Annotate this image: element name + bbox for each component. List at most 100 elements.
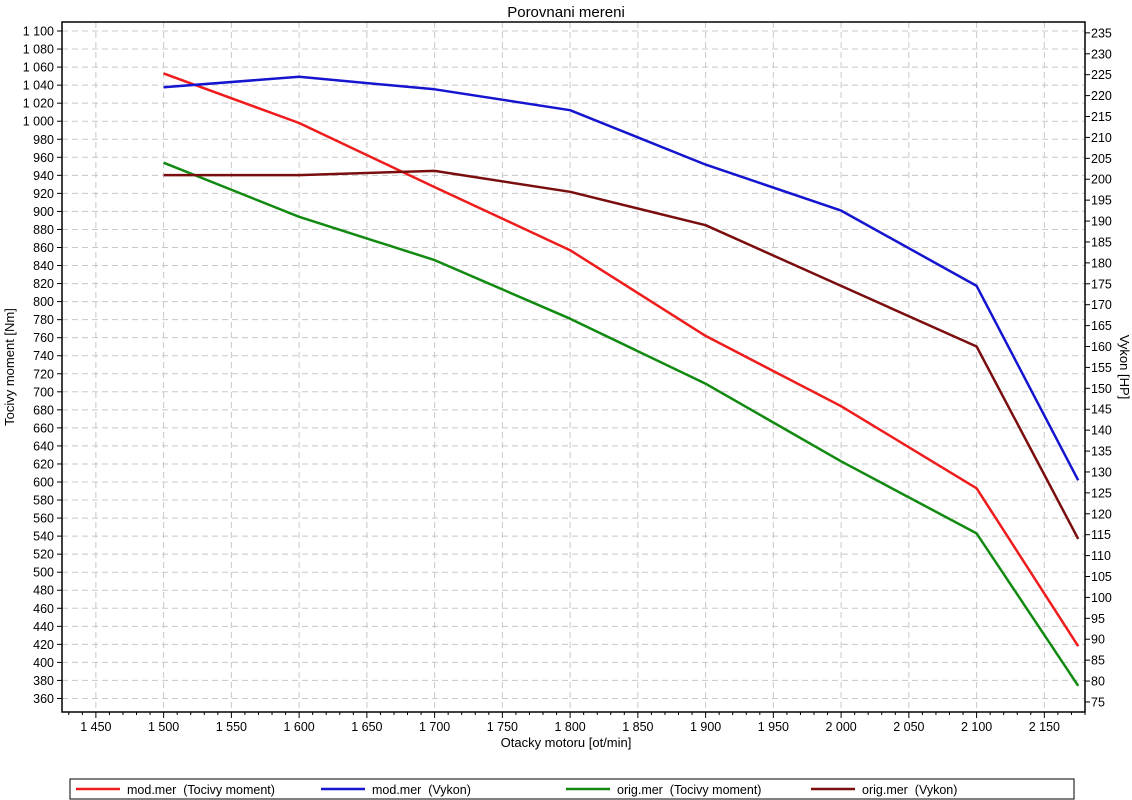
- y-right-tick-label: 160: [1091, 340, 1112, 354]
- y-left-tick-label: 800: [33, 295, 54, 309]
- y-right-tick-label: 90: [1091, 633, 1105, 647]
- y-right-tick-label: 95: [1091, 612, 1105, 626]
- x-axis-title: Otacky motoru [ot/min]: [501, 735, 632, 750]
- y-left-tick-label: 1 080: [23, 43, 54, 57]
- series-lines: [163, 72, 1080, 687]
- y-left-tick-label: 680: [33, 403, 54, 417]
- y-left-tick-label: 900: [33, 205, 54, 219]
- y-left-tick-label: 740: [33, 349, 54, 363]
- x-tick-label: 2 100: [961, 720, 992, 734]
- chart-title: Porovnani mereni: [507, 4, 625, 21]
- y-right-tick-label: 140: [1091, 424, 1112, 438]
- y-right-tick-label: 115: [1091, 528, 1111, 542]
- y-left-tick-label: 780: [33, 313, 54, 327]
- y-left-tick-label: 640: [33, 439, 54, 453]
- y-axis-left-title: Tocivy moment [Nm]: [2, 308, 17, 426]
- y-right-tick-label: 135: [1091, 445, 1112, 459]
- y-left-tick-label: 960: [33, 151, 54, 165]
- y-left-tick-label: 700: [33, 385, 54, 399]
- y-left-tick-label: 720: [33, 367, 54, 381]
- y-left-tick-label: 1 000: [23, 115, 54, 129]
- y-right-tick-label: 100: [1091, 591, 1112, 605]
- y-left-tick-label: 920: [33, 187, 54, 201]
- y-right-tick-label: 105: [1091, 570, 1112, 584]
- x-tick-label: 1 850: [622, 720, 653, 734]
- series-line-orig-mer-power: [163, 169, 1080, 540]
- x-tick-label: 1 600: [283, 720, 314, 734]
- y-left-tick-label: 820: [33, 277, 54, 291]
- y-left-tick-label: 600: [33, 476, 54, 490]
- legend-label-mod-mer-power: mod.mer (Vykon): [372, 783, 471, 797]
- y-right-tick-label: 210: [1091, 131, 1112, 145]
- legend-label-orig-mer-torque: orig.mer (Tocivy moment): [617, 783, 761, 797]
- x-tick-label: 1 800: [554, 720, 585, 734]
- x-tick-label: 1 700: [419, 720, 450, 734]
- y-axis-left: 360 380 400 420 440 460 480 500 520 540 560 580 600 6…: [23, 25, 62, 706]
- y-left-tick-label: 620: [33, 457, 54, 471]
- series-line-mod-mer-torque: [163, 72, 1080, 647]
- y-axis-right-title: Vykon [HP]: [1117, 335, 1132, 400]
- y-right-tick-label: 120: [1091, 507, 1112, 521]
- x-tick-label: 1 450: [80, 720, 111, 734]
- y-right-tick-label: 205: [1091, 152, 1112, 166]
- y-right-tick-label: 150: [1091, 382, 1112, 396]
- y-left-tick-label: 560: [33, 512, 54, 526]
- y-right-tick-label: 85: [1091, 654, 1105, 668]
- y-left-tick-label: 360: [33, 692, 54, 706]
- y-right-tick-label: 185: [1091, 235, 1112, 249]
- y-left-tick-label: 660: [33, 421, 54, 435]
- y-left-tick-label: 540: [33, 530, 54, 544]
- x-tick-label: 1 500: [148, 720, 179, 734]
- y-left-tick-label: 520: [33, 548, 54, 562]
- y-left-tick-label: 1 020: [23, 97, 54, 111]
- y-left-tick-label: 580: [33, 494, 54, 508]
- y-right-tick-label: 145: [1091, 403, 1112, 417]
- legend-label-mod-mer-torque: mod.mer (Tocivy moment): [127, 783, 275, 797]
- y-left-tick-label: 1 040: [23, 79, 54, 93]
- series-line-orig-mer-torque: [163, 161, 1080, 687]
- x-tick-label: 2 000: [825, 720, 856, 734]
- y-right-tick-label: 155: [1091, 361, 1112, 375]
- y-left-tick-label: 760: [33, 331, 54, 345]
- y-left-tick-label: 860: [33, 241, 54, 255]
- y-left-tick-label: 980: [33, 133, 54, 147]
- y-right-tick-label: 230: [1091, 47, 1112, 61]
- y-left-tick-label: 1 100: [23, 25, 54, 39]
- y-right-tick-label: 170: [1091, 298, 1112, 312]
- series-line-mod-mer-power: [163, 75, 1080, 481]
- legend-label-orig-mer-power: orig.mer (Vykon): [862, 783, 957, 797]
- y-left-tick-label: 940: [33, 169, 54, 183]
- y-right-tick-label: 165: [1091, 319, 1112, 333]
- y-left-tick-label: 400: [33, 656, 54, 670]
- y-right-tick-label: 190: [1091, 215, 1112, 229]
- x-tick-label: 2 150: [1029, 720, 1060, 734]
- y-left-tick-label: 840: [33, 259, 54, 273]
- y-right-tick-label: 225: [1091, 68, 1112, 82]
- y-left-tick-label: 500: [33, 566, 54, 580]
- x-tick-label: 2 050: [893, 720, 924, 734]
- grid: [62, 22, 1085, 712]
- y-axis-right: 75 80 85 90 95 100 105 110 115 120 125 130 135 140 145…: [1085, 26, 1112, 709]
- y-right-tick-label: 235: [1091, 26, 1112, 40]
- y-left-tick-label: 880: [33, 223, 54, 237]
- y-right-tick-label: 180: [1091, 256, 1112, 270]
- x-tick-label: 1 650: [351, 720, 382, 734]
- y-left-tick-label: 1 060: [23, 61, 54, 75]
- x-tick-label: 1 900: [690, 720, 721, 734]
- y-right-tick-label: 175: [1091, 277, 1112, 291]
- y-right-tick-label: 200: [1091, 173, 1112, 187]
- y-left-tick-label: 480: [33, 584, 54, 598]
- y-right-tick-label: 220: [1091, 89, 1112, 103]
- y-right-tick-label: 195: [1091, 194, 1112, 208]
- legend: mod.mer (Tocivy moment) mod.mer (Vykon) or…: [76, 783, 957, 797]
- y-right-tick-label: 215: [1091, 110, 1112, 124]
- y-left-tick-label: 440: [33, 620, 54, 634]
- y-right-tick-label: 75: [1091, 695, 1105, 709]
- y-right-tick-label: 110: [1091, 549, 1111, 563]
- y-left-tick-label: 460: [33, 602, 54, 616]
- y-left-tick-label: 420: [33, 638, 54, 652]
- y-right-tick-label: 125: [1091, 486, 1112, 500]
- y-right-tick-label: 130: [1091, 465, 1112, 479]
- y-right-tick-label: 80: [1091, 675, 1105, 689]
